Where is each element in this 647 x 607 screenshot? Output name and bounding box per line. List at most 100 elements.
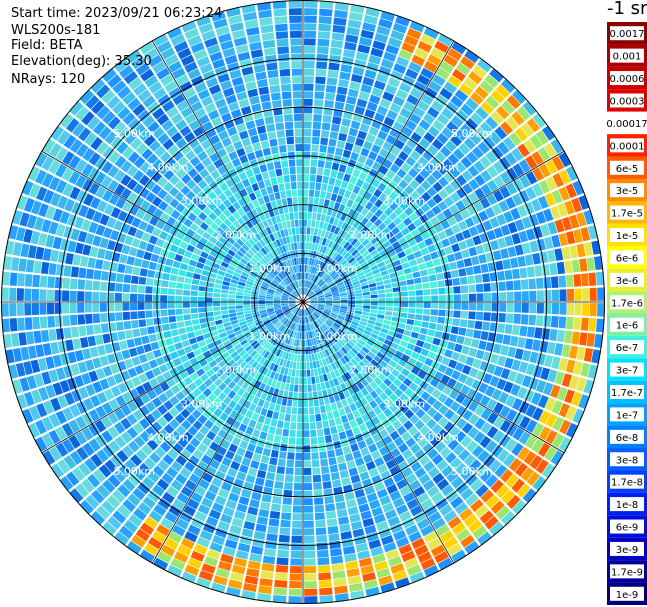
range-gate bbox=[472, 265, 482, 275]
range-gate bbox=[329, 285, 337, 290]
range-gate bbox=[310, 166, 317, 175]
range-gate bbox=[431, 205, 442, 216]
range-gate bbox=[432, 119, 445, 132]
range-gate bbox=[450, 326, 459, 335]
range-gate bbox=[322, 222, 329, 231]
range-gate bbox=[317, 305, 325, 308]
range-gate bbox=[348, 246, 356, 254]
range-gate bbox=[304, 280, 307, 288]
range-gate bbox=[395, 89, 409, 100]
range-gate bbox=[369, 312, 377, 318]
range-gate bbox=[404, 232, 414, 242]
range-gate bbox=[361, 250, 370, 258]
range-gate bbox=[303, 287, 306, 295]
range-gate bbox=[308, 242, 313, 250]
range-gate bbox=[410, 131, 422, 143]
range-gate bbox=[410, 244, 420, 253]
range-gate bbox=[338, 286, 346, 291]
range-gate bbox=[449, 261, 458, 271]
range-gate bbox=[510, 207, 521, 220]
range-gate bbox=[432, 193, 443, 204]
range-gate bbox=[321, 122, 331, 131]
range-gate bbox=[318, 299, 326, 302]
range-gate bbox=[423, 302, 431, 309]
range-gate bbox=[370, 237, 379, 245]
colorbar-label: 6e-6 bbox=[616, 253, 639, 264]
range-gate bbox=[559, 303, 567, 315]
range-gate bbox=[489, 217, 500, 229]
range-gate bbox=[407, 313, 415, 320]
range-gate bbox=[324, 292, 332, 297]
range-gate bbox=[354, 137, 365, 147]
range-gate bbox=[493, 189, 504, 202]
range-gate bbox=[329, 283, 337, 289]
range-gate bbox=[479, 121, 493, 135]
range-gate bbox=[415, 308, 424, 315]
range-gate bbox=[535, 130, 549, 145]
colorbar-title: -1 sr bbox=[607, 0, 647, 19]
range-gate bbox=[442, 208, 453, 219]
range-gate bbox=[305, 257, 308, 265]
range-gate bbox=[323, 168, 331, 177]
range-gate bbox=[417, 100, 430, 112]
range-gate bbox=[522, 242, 532, 255]
range-gate bbox=[303, 227, 307, 235]
range-gate bbox=[332, 306, 340, 310]
range-gate bbox=[373, 240, 382, 249]
range-gate bbox=[545, 159, 558, 175]
range-gate bbox=[490, 111, 504, 125]
range-gate bbox=[332, 296, 340, 299]
range-gate bbox=[352, 280, 360, 286]
range-gate bbox=[499, 186, 511, 199]
range-gate bbox=[331, 272, 338, 279]
range-gate bbox=[470, 255, 480, 266]
range-gate bbox=[309, 295, 317, 299]
range-gate bbox=[512, 178, 525, 192]
range-gate bbox=[316, 292, 324, 296]
range-gate bbox=[305, 288, 309, 296]
range-gate bbox=[398, 236, 407, 245]
range-gate bbox=[325, 303, 333, 305]
range-gate bbox=[309, 265, 313, 273]
range-gate bbox=[303, 287, 305, 295]
range-gate bbox=[418, 263, 427, 271]
range-gate bbox=[511, 233, 521, 245]
range-gate bbox=[460, 285, 469, 294]
range-gate bbox=[373, 272, 382, 279]
range-gate bbox=[303, 83, 314, 91]
range-gate bbox=[541, 125, 556, 141]
range-gate bbox=[573, 273, 582, 287]
range-gate bbox=[482, 273, 491, 283]
range-gate bbox=[311, 136, 320, 145]
range-gate bbox=[394, 231, 404, 240]
range-gate bbox=[443, 196, 455, 207]
range-gate bbox=[374, 276, 383, 283]
range-gate bbox=[466, 204, 478, 216]
range-gate bbox=[456, 259, 465, 269]
range-gate bbox=[417, 224, 427, 234]
range-gate bbox=[338, 288, 347, 293]
range-gate bbox=[361, 314, 369, 320]
range-gate bbox=[304, 23, 317, 31]
range-gate bbox=[398, 211, 408, 221]
range-gate bbox=[455, 232, 465, 242]
range-gate bbox=[544, 142, 557, 158]
range-gate bbox=[397, 222, 407, 231]
range-gate bbox=[346, 26, 360, 36]
range-gate bbox=[385, 84, 398, 95]
range-gate bbox=[454, 89, 469, 102]
range-gate bbox=[360, 281, 368, 287]
range-gate bbox=[306, 265, 309, 273]
range-gate bbox=[565, 230, 576, 245]
range-gate bbox=[468, 178, 480, 191]
range-gate bbox=[538, 179, 551, 194]
range-gate bbox=[378, 298, 386, 302]
range-gate bbox=[348, 257, 356, 264]
range-gate bbox=[375, 257, 384, 265]
range-gate bbox=[355, 178, 364, 188]
range-gate bbox=[489, 68, 504, 83]
range-gate bbox=[360, 226, 368, 235]
range-gate bbox=[334, 147, 344, 156]
range-gate bbox=[334, 253, 341, 261]
range-gate bbox=[355, 307, 363, 312]
